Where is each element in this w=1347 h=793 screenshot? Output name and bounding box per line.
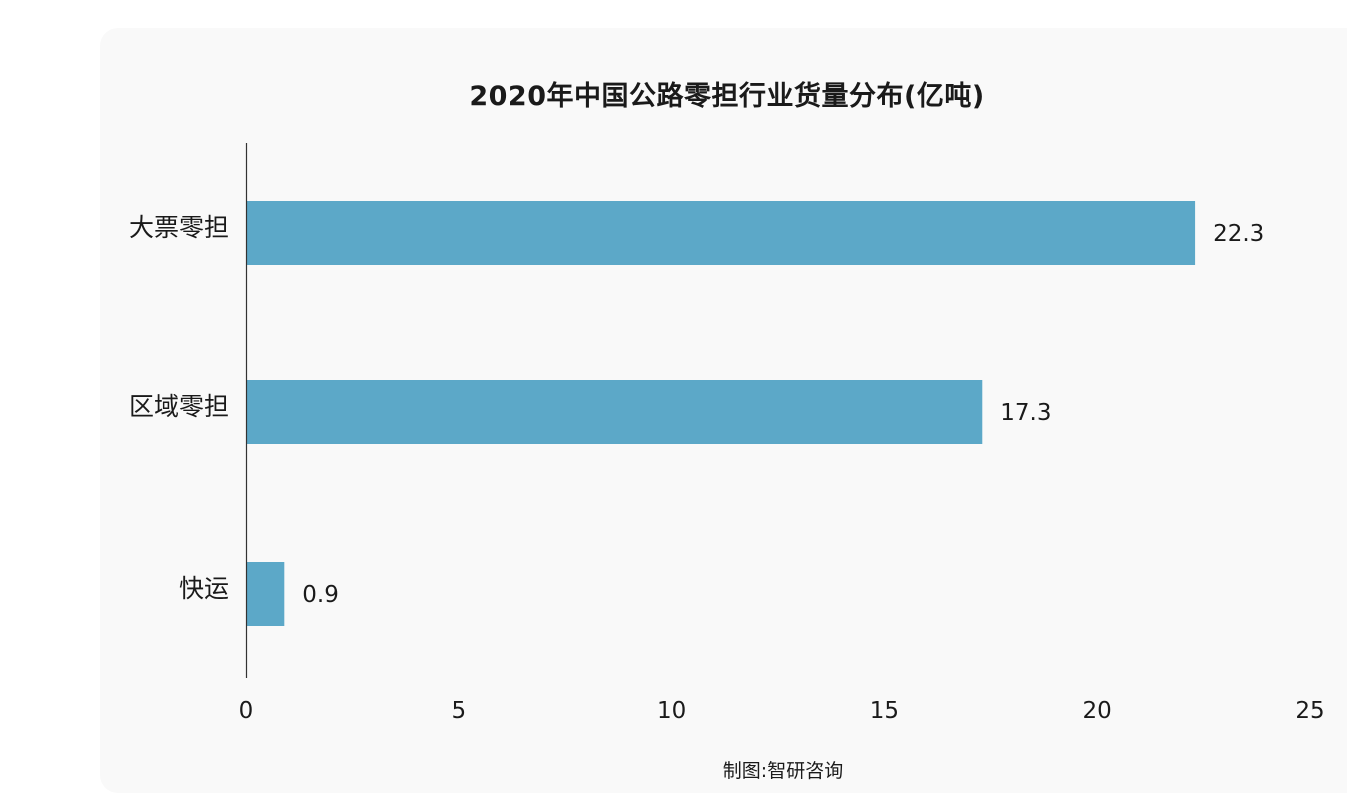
x-tick-label: 25 <box>1295 698 1324 724</box>
bar-value-label: 0.9 <box>302 582 339 608</box>
x-tick-label: 10 <box>657 698 686 724</box>
bar <box>246 380 983 444</box>
source-note: 制图:智研咨询 <box>722 760 844 782</box>
x-tick-label: 20 <box>1083 698 1112 724</box>
category-label: 快运 <box>179 574 229 603</box>
chart-title: 2020年中国公路零担行业货量分布(亿吨) <box>469 81 985 112</box>
bar <box>246 201 1196 265</box>
x-tick-label: 0 <box>239 698 254 724</box>
category-label: 大票零担 <box>129 213 229 242</box>
category-label: 区域零担 <box>129 392 229 421</box>
bar-value-label: 17.3 <box>1000 400 1051 426</box>
x-tick-label: 15 <box>870 698 899 724</box>
bar <box>246 562 285 626</box>
x-tick-label: 5 <box>451 698 466 724</box>
bar-value-label: 22.3 <box>1213 221 1264 247</box>
